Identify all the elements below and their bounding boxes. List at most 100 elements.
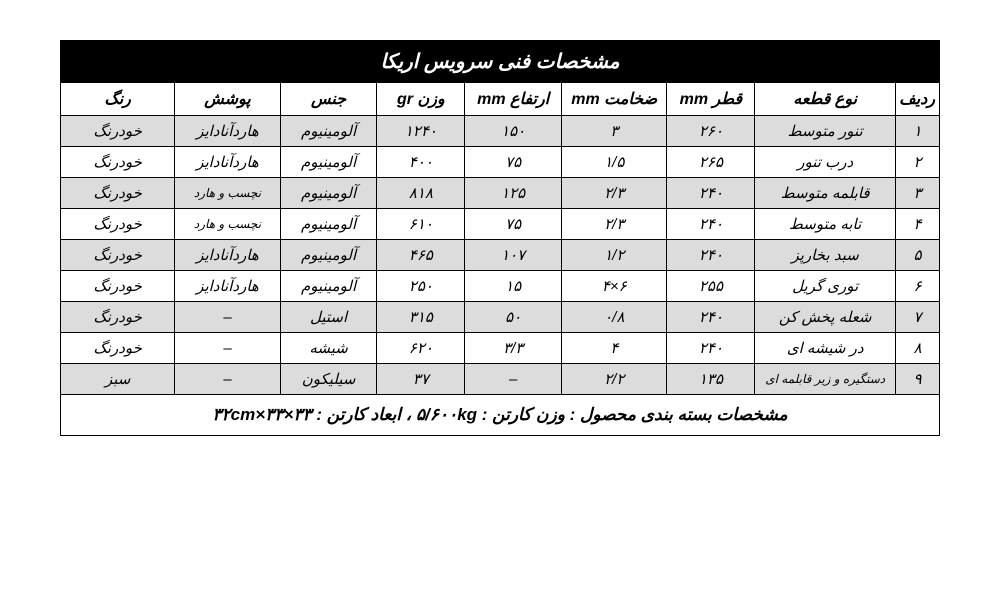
cell-mat: آلومینیوم [280, 240, 377, 271]
cell-thk: ۳ [562, 116, 667, 147]
cell-mat: آلومینیوم [280, 271, 377, 302]
cell-color: خودرنگ [61, 240, 175, 271]
cell-idx: ۷ [895, 302, 939, 333]
cell-coat: – [175, 364, 280, 395]
cell-color: خودرنگ [61, 209, 175, 240]
cell-coat: – [175, 333, 280, 364]
table-footer: مشخصات بسته بندی محصول : وزن کارتن : ۵/۶… [61, 395, 940, 436]
cell-thk: ۲/۳ [562, 178, 667, 209]
cell-hgt: ۵۰ [465, 302, 562, 333]
cell-dia: ۲۶۰ [667, 116, 755, 147]
cell-mat: آلومینیوم [280, 209, 377, 240]
cell-coat: نچسب و هارد [175, 209, 280, 240]
table-row: خودرنگهاردآنادایزآلومینیوم۱۲۴۰۱۵۰۳۲۶۰تنو… [61, 116, 940, 147]
cell-mat: آلومینیوم [280, 178, 377, 209]
cell-wgt: ۳۷ [377, 364, 465, 395]
cell-dia: ۲۴۰ [667, 302, 755, 333]
cell-idx: ۲ [895, 147, 939, 178]
col-material: جنس [280, 83, 377, 116]
cell-color: سبز [61, 364, 175, 395]
table-row: سبز–سیلیکون۳۷–۲/۲۱۳۵دستگیره و زیر قابلمه… [61, 364, 940, 395]
cell-thk: ۴ [562, 333, 667, 364]
cell-idx: ۶ [895, 271, 939, 302]
cell-type: سبد بخارپز [755, 240, 896, 271]
cell-color: خودرنگ [61, 271, 175, 302]
cell-thk: ۰/۸ [562, 302, 667, 333]
table-title-row: مشخصات فنی سرویس اریکا [61, 41, 940, 83]
cell-coat: نچسب و هارد [175, 178, 280, 209]
cell-thk: ۲/۳ [562, 209, 667, 240]
cell-hgt: ۱۰۷ [465, 240, 562, 271]
cell-dia: ۲۴۰ [667, 240, 755, 271]
table-row: خودرنگهاردآنادایزآلومینیوم۴۰۰۷۵۱/۵۲۶۵درب… [61, 147, 940, 178]
cell-color: خودرنگ [61, 302, 175, 333]
cell-mat: استیل [280, 302, 377, 333]
cell-mat: شیشه [280, 333, 377, 364]
cell-color: خودرنگ [61, 147, 175, 178]
cell-wgt: ۳۱۵ [377, 302, 465, 333]
cell-wgt: ۶۲۰ [377, 333, 465, 364]
table-row: خودرنگ–شیشه۶۲۰۳/۳۴۲۴۰در شیشه ای۸ [61, 333, 940, 364]
cell-type: در شیشه ای [755, 333, 896, 364]
cell-idx: ۱ [895, 116, 939, 147]
table-row: خودرنگهاردآنادایزآلومینیوم۲۵۰۱۵۶×۴۲۵۵تور… [61, 271, 940, 302]
cell-mat: آلومینیوم [280, 116, 377, 147]
cell-type: تابه متوسط [755, 209, 896, 240]
cell-coat: هاردآنادایز [175, 271, 280, 302]
table-footer-row: مشخصات بسته بندی محصول : وزن کارتن : ۵/۶… [61, 395, 940, 436]
cell-dia: ۲۶۵ [667, 147, 755, 178]
col-coating: پوشش [175, 83, 280, 116]
cell-type: قابلمه متوسط [755, 178, 896, 209]
spec-table: مشخصات فنی سرویس اریکا رنگ پوشش جنس وزن … [60, 40, 940, 436]
cell-hgt: ۷۵ [465, 209, 562, 240]
cell-idx: ۳ [895, 178, 939, 209]
table-row: خودرنگنچسب و هاردآلومینیوم۶۱۰۷۵۲/۳۲۴۰تاب… [61, 209, 940, 240]
cell-dia: ۲۴۰ [667, 209, 755, 240]
cell-idx: ۸ [895, 333, 939, 364]
cell-wgt: ۴۶۵ [377, 240, 465, 271]
cell-dia: ۱۳۵ [667, 364, 755, 395]
table-row: خودرنگ–استیل۳۱۵۵۰۰/۸۲۴۰شعله پخش کن۷ [61, 302, 940, 333]
cell-hgt: ۱۵ [465, 271, 562, 302]
col-height: ارتفاع mm [465, 83, 562, 116]
cell-color: خودرنگ [61, 178, 175, 209]
col-index: ردیف [895, 83, 939, 116]
cell-type: درب تنور [755, 147, 896, 178]
cell-mat: سیلیکون [280, 364, 377, 395]
cell-color: خودرنگ [61, 333, 175, 364]
cell-idx: ۹ [895, 364, 939, 395]
cell-hgt: ۷۵ [465, 147, 562, 178]
cell-type: شعله پخش کن [755, 302, 896, 333]
table-row: خودرنگهاردآنادایزآلومینیوم۴۶۵۱۰۷۱/۲۲۴۰سب… [61, 240, 940, 271]
col-weight: وزن gr [377, 83, 465, 116]
cell-dia: ۲۴۰ [667, 178, 755, 209]
cell-dia: ۲۴۰ [667, 333, 755, 364]
cell-coat: هاردآنادایز [175, 116, 280, 147]
cell-hgt: ۱۲۵ [465, 178, 562, 209]
cell-hgt: ۱۵۰ [465, 116, 562, 147]
cell-mat: آلومینیوم [280, 147, 377, 178]
cell-wgt: ۲۵۰ [377, 271, 465, 302]
cell-wgt: ۶۱۰ [377, 209, 465, 240]
cell-type: توری گریل [755, 271, 896, 302]
table-title: مشخصات فنی سرویس اریکا [61, 41, 940, 83]
col-thickness: ضخامت mm [562, 83, 667, 116]
cell-type: تنور متوسط [755, 116, 896, 147]
cell-type: دستگیره و زیر قابلمه ای [755, 364, 896, 395]
cell-thk: ۶×۴ [562, 271, 667, 302]
cell-hgt: – [465, 364, 562, 395]
cell-coat: هاردآنادایز [175, 240, 280, 271]
col-type: نوع قطعه [755, 83, 896, 116]
table-row: خودرنگنچسب و هاردآلومینیوم۸۱۸۱۲۵۲/۳۲۴۰قا… [61, 178, 940, 209]
cell-dia: ۲۵۵ [667, 271, 755, 302]
cell-hgt: ۳/۳ [465, 333, 562, 364]
col-diameter: قطر mm [667, 83, 755, 116]
cell-coat: – [175, 302, 280, 333]
cell-thk: ۱/۵ [562, 147, 667, 178]
col-color: رنگ [61, 83, 175, 116]
cell-idx: ۴ [895, 209, 939, 240]
cell-coat: هاردآنادایز [175, 147, 280, 178]
cell-thk: ۲/۲ [562, 364, 667, 395]
table-header-row: رنگ پوشش جنس وزن gr ارتفاع mm ضخامت mm ق… [61, 83, 940, 116]
cell-wgt: ۱۲۴۰ [377, 116, 465, 147]
